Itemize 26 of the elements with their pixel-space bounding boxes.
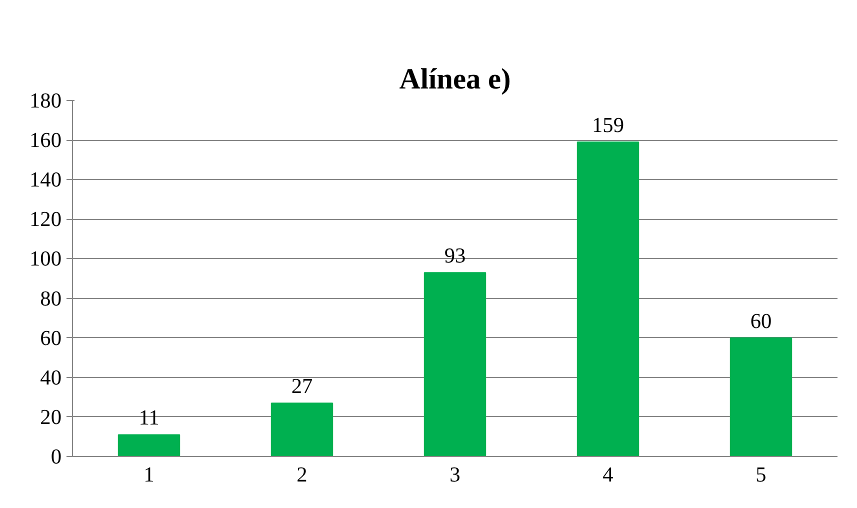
y-tick-label: 160 [30,128,62,152]
data-label: 60 [750,308,772,333]
bar [424,272,486,456]
chart-title: Alínea e) [399,64,511,96]
data-label: 159 [592,113,624,138]
y-tick-label: 20 [40,404,62,429]
y-tick-label: 140 [30,168,62,192]
x-tick-label: 1 [144,462,154,486]
x-tick-label: 2 [296,462,308,486]
bar [118,434,180,456]
y-tick-label: 180 [30,88,62,112]
y-tick-label: 120 [30,207,62,232]
data-label: 11 [138,406,160,430]
y-tick-label: 60 [40,326,62,350]
x-tick-label: 5 [756,462,766,486]
y-tick-label: 100 [30,246,62,271]
x-tick-label: 4 [602,462,614,486]
data-label: 93 [444,244,466,268]
x-tick-label: 3 [450,462,460,486]
bar [730,337,792,456]
bar [270,402,334,456]
data-label: 27 [291,374,313,398]
y-tick-label: 0 [50,444,62,468]
bar [576,142,640,456]
y-tick-label: 40 [40,365,62,390]
y-tick-label: 80 [40,286,62,310]
